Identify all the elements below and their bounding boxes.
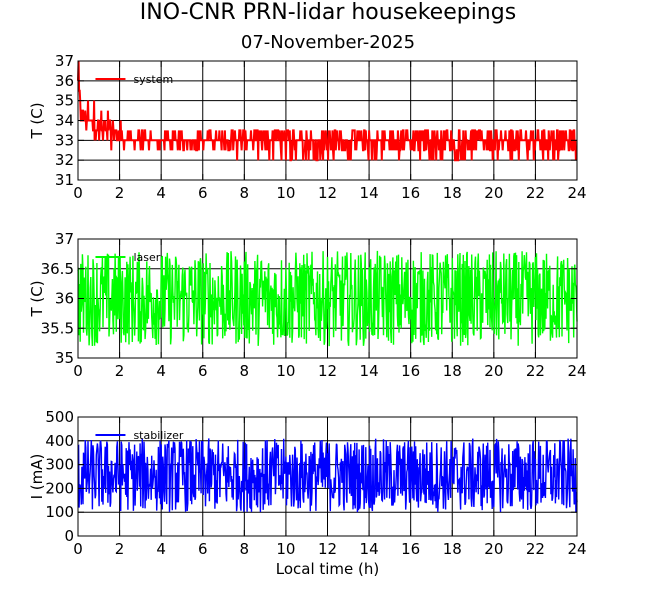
x-tick-label: 22: [526, 540, 545, 558]
x-tick-label: 24: [567, 540, 586, 558]
y-tick-label: 300: [45, 456, 74, 474]
x-tick-label: 20: [484, 362, 503, 380]
y-axis-label: T (C): [28, 102, 46, 139]
x-tick-label: 2: [115, 184, 125, 202]
y-tick-label: 37: [55, 230, 74, 248]
y-tick-label: 200: [45, 479, 74, 497]
x-tick-label: 14: [360, 362, 379, 380]
y-tick-label: 33: [55, 131, 74, 149]
y-tick-label: 37: [55, 52, 74, 70]
y-tick-label: 35: [55, 349, 74, 367]
x-tick-label: 16: [401, 184, 420, 202]
x-tick-label: 18: [443, 184, 462, 202]
x-tick-label: 24: [567, 362, 586, 380]
x-tick-label: 16: [401, 540, 420, 558]
x-tick-label: 18: [443, 362, 462, 380]
x-tick-label: 6: [198, 362, 208, 380]
x-tick-label: 2: [115, 540, 125, 558]
y-tick-label: 100: [45, 503, 74, 521]
x-tick-label: 24: [567, 184, 586, 202]
series-line-laser: [77, 250, 578, 347]
series-line-system: [77, 60, 578, 162]
y-tick-label: 35: [55, 92, 74, 110]
x-tick-label: 0: [73, 362, 83, 380]
x-tick-label: 12: [318, 184, 337, 202]
x-tick-label: 6: [198, 184, 208, 202]
x-axis-label: Local time (h): [276, 560, 380, 578]
x-tick-label: 16: [401, 362, 420, 380]
y-tick-label: 36: [55, 290, 74, 308]
x-tick-label: 10: [276, 362, 295, 380]
y-tick-label: 36: [55, 72, 74, 90]
x-tick-label: 22: [526, 184, 545, 202]
x-tick-label: 10: [276, 540, 295, 558]
y-tick-label: 0: [64, 527, 74, 545]
x-tick-label: 8: [240, 540, 250, 558]
y-tick-label: 35.5: [41, 319, 74, 337]
y-tick-label: 32: [55, 151, 74, 169]
x-tick-label: 6: [198, 540, 208, 558]
legend-label-system: system: [133, 73, 173, 86]
x-tick-label: 20: [484, 540, 503, 558]
x-tick-label: 8: [240, 362, 250, 380]
y-tick-label: 500: [45, 408, 74, 426]
x-tick-label: 12: [318, 362, 337, 380]
x-tick-label: 10: [276, 184, 295, 202]
x-tick-label: 8: [240, 184, 250, 202]
y-tick-label: 36.5: [41, 260, 74, 278]
x-tick-label: 2: [115, 362, 125, 380]
x-tick-label: 4: [156, 184, 166, 202]
x-tick-label: 18: [443, 540, 462, 558]
x-tick-label: 12: [318, 540, 337, 558]
y-tick-label: 34: [55, 112, 74, 130]
legend-label-stabilizer: stabilizer: [133, 429, 183, 442]
x-tick-label: 0: [73, 184, 83, 202]
series-line-stabilizer: [77, 438, 578, 513]
x-tick-label: 14: [360, 540, 379, 558]
x-tick-label: 22: [526, 362, 545, 380]
y-axis-label: T (C): [28, 280, 46, 317]
figure-subtitle: 07-November-2025: [241, 32, 415, 53]
x-tick-label: 14: [360, 184, 379, 202]
x-tick-label: 4: [156, 362, 166, 380]
y-axis-label: I (mA): [28, 454, 46, 500]
y-tick-label: 31: [55, 171, 74, 189]
figure-title: INO-CNR PRN-lidar housekeepings: [140, 0, 516, 25]
y-tick-label: 400: [45, 432, 74, 450]
x-tick-label: 20: [484, 184, 503, 202]
legend-label-laser: laser: [133, 251, 160, 264]
x-tick-label: 0: [73, 540, 83, 558]
x-tick-label: 4: [156, 540, 166, 558]
